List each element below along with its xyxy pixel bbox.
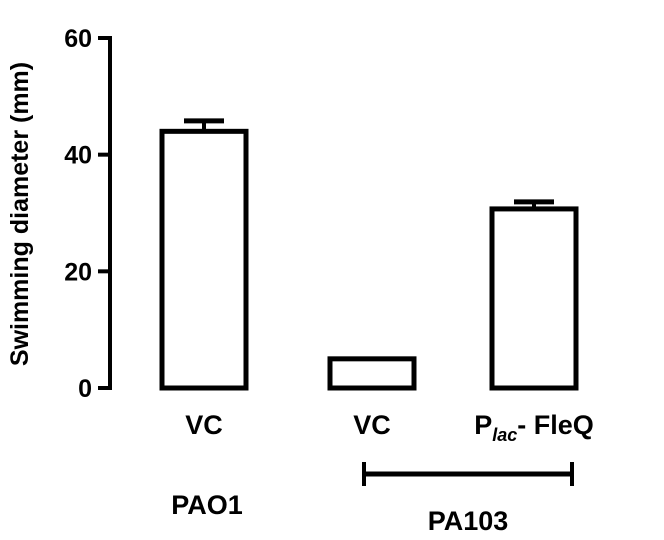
x-axis-labels: VC VC Plac- FleQ <box>185 410 594 445</box>
y-axis-label: Swimming diameter (mm) <box>6 62 34 366</box>
x-tick-label: VC <box>185 410 223 440</box>
group-label: PAO1 <box>171 490 243 520</box>
y-axis: 0 20 40 60 <box>64 25 112 403</box>
group-labels: PAO1 PA103 <box>171 462 574 536</box>
y-tick-label: 0 <box>78 375 92 403</box>
y-tick-label: 20 <box>64 258 92 286</box>
bars <box>159 118 579 391</box>
y-tick-label: 40 <box>64 142 92 170</box>
y-tick-label: 60 <box>64 25 92 53</box>
group-label: PA103 <box>428 506 509 536</box>
x-tick-label: VC <box>353 410 391 440</box>
bar <box>327 356 417 391</box>
bar <box>489 206 579 391</box>
bar <box>159 128 249 391</box>
x-tick-label: Plac- FleQ <box>474 410 594 445</box>
